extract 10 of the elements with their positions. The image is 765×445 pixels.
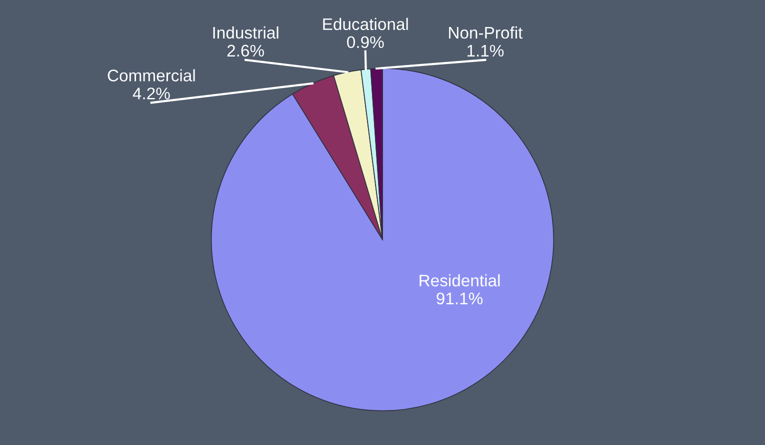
data-label: 91.1% [436, 292, 483, 304]
data-label: 1.1% [467, 44, 504, 57]
slice-label: Non-Profit [449, 26, 523, 39]
slice-label: Residential [420, 274, 500, 286]
data-label: 0.9% [347, 36, 384, 48]
slice-label: Commercial [108, 69, 195, 82]
data-label: 2.6% [227, 44, 264, 57]
slice-label: Industrial [213, 26, 278, 39]
slice-label: Educational [323, 18, 408, 30]
data-label: 4.2% [132, 88, 170, 100]
